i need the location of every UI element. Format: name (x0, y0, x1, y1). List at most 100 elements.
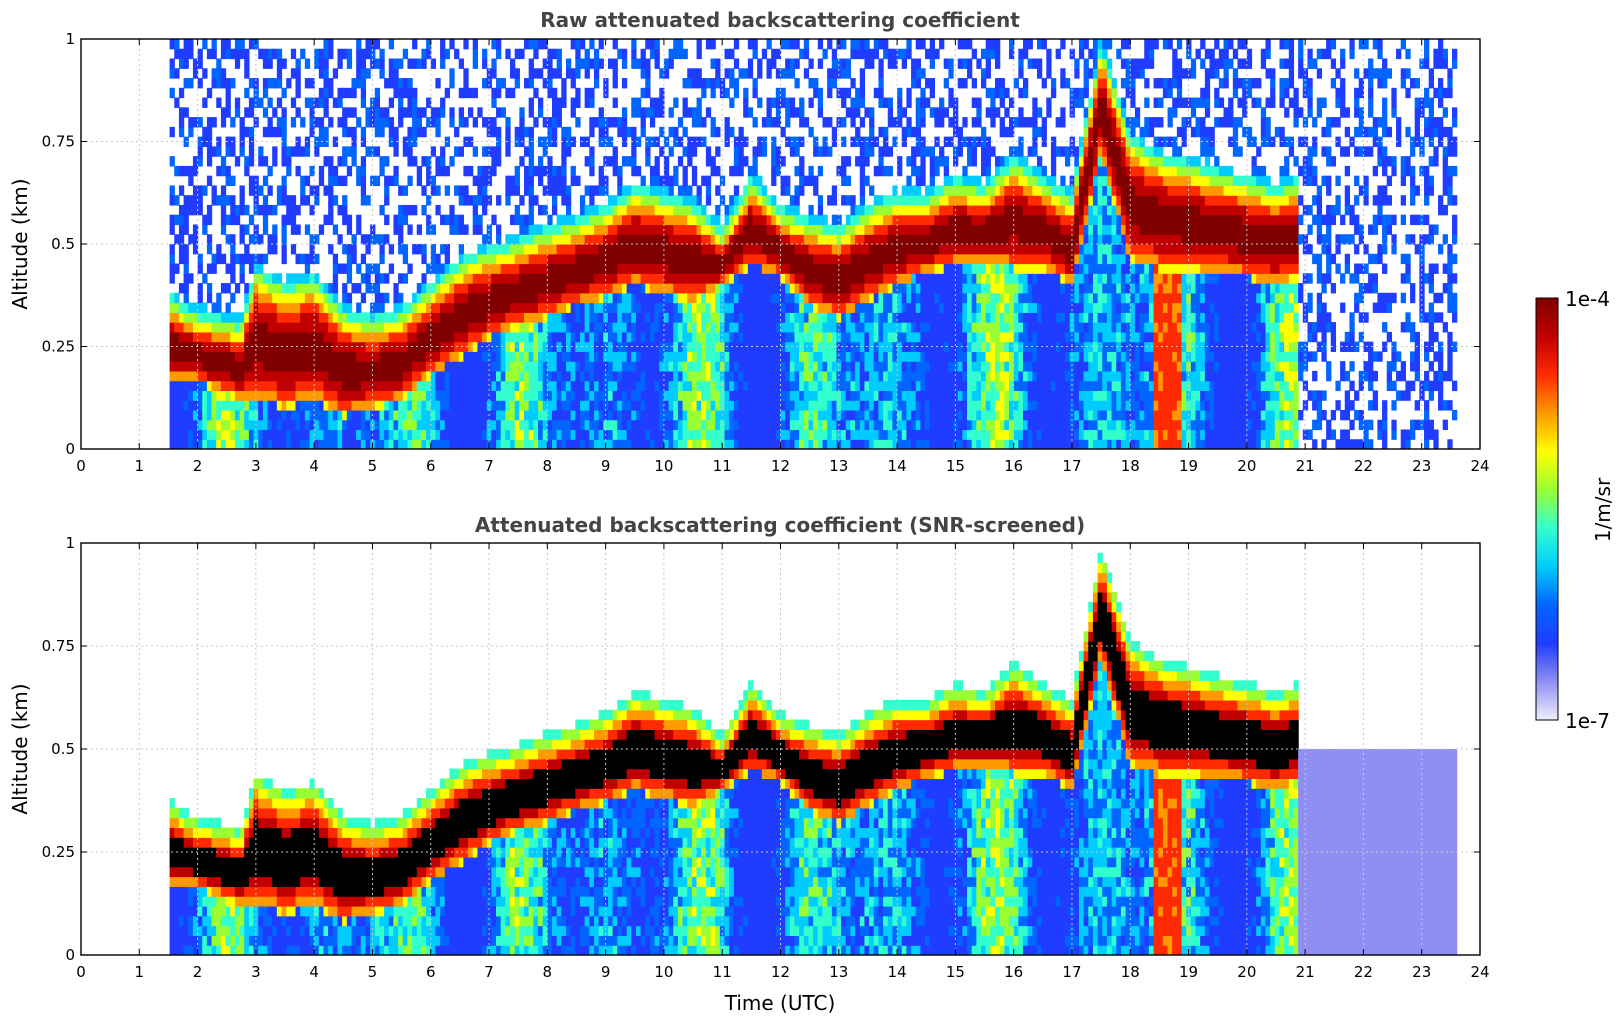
heatmap-cell (384, 390, 390, 401)
heatmap-cell (831, 234, 838, 245)
heatmap-cell (449, 429, 455, 440)
heatmap-cell (607, 322, 614, 333)
heatmap-cell (533, 195, 539, 206)
heatmap-cell (598, 165, 604, 177)
heatmap-cell (593, 361, 600, 372)
heatmap-cell (598, 234, 604, 245)
heatmap-cell (901, 195, 908, 206)
heatmap-cell (663, 273, 670, 284)
heatmap-cell (705, 175, 712, 187)
heatmap-cell (687, 341, 693, 352)
heatmap-cell (262, 361, 269, 372)
heatmap-cell (328, 214, 334, 226)
heatmap-cell (785, 214, 791, 226)
heatmap-cell (808, 214, 814, 226)
heatmap-cell (524, 224, 530, 235)
heatmap-cell (496, 429, 502, 440)
heatmap-cell (901, 253, 908, 265)
heatmap-cell (276, 195, 283, 206)
heatmap-cell (538, 283, 544, 294)
heatmap-cell (202, 39, 208, 50)
heatmap-cell (687, 107, 693, 118)
heatmap-cell (552, 185, 558, 196)
heatmap-cell (449, 409, 455, 421)
heatmap-cell (328, 156, 334, 167)
heatmap-cell (775, 419, 782, 431)
heatmap-cell (421, 204, 427, 216)
heatmap-cell (505, 419, 511, 431)
heatmap-cell (645, 234, 651, 245)
heatmap-cell (538, 244, 544, 255)
heatmap-cell (332, 165, 339, 177)
heatmap-cell (374, 58, 381, 69)
heatmap-cell (565, 185, 572, 196)
heatmap-cell (841, 165, 847, 177)
heatmap-cell (915, 439, 921, 449)
heatmap-cell (911, 361, 917, 372)
heatmap-cell (649, 263, 656, 274)
heatmap-cell (561, 341, 567, 352)
heatmap-cell (631, 48, 637, 60)
heatmap-cell (771, 263, 777, 274)
heatmap-cell (421, 156, 427, 167)
heatmap-cell (729, 214, 735, 226)
heatmap-cell (178, 126, 185, 138)
heatmap-cell (668, 439, 674, 449)
heatmap-cell (211, 146, 217, 157)
heatmap-cell (635, 429, 642, 440)
heatmap-cell (188, 409, 194, 421)
heatmap-cell (668, 312, 674, 323)
heatmap-cell (920, 107, 926, 118)
heatmap-cell (649, 380, 656, 392)
heatmap-cell (906, 204, 912, 216)
heatmap-cell (897, 204, 903, 216)
heatmap-cell (491, 380, 497, 392)
heatmap-cell (524, 361, 530, 372)
heatmap-cell (570, 136, 576, 147)
heatmap-cell (412, 136, 418, 147)
heatmap-cell (598, 214, 604, 226)
heatmap-cell (817, 263, 824, 274)
heatmap-cell (216, 312, 222, 323)
heatmap-cell (603, 292, 609, 304)
heatmap-cell (565, 244, 572, 255)
heatmap-cell (859, 253, 866, 265)
heatmap-cell (705, 283, 712, 294)
heatmap-cell (552, 322, 558, 333)
heatmap-cell (211, 263, 217, 274)
heatmap-cell (831, 224, 838, 235)
heatmap-cell (719, 361, 726, 372)
heatmap-cell (524, 370, 530, 382)
heatmap-cell (864, 234, 870, 245)
heatmap-cell (533, 439, 539, 449)
heatmap-cell (733, 322, 740, 333)
heatmap-cell (841, 156, 847, 167)
heatmap-cell (496, 302, 502, 313)
heatmap-cell (211, 253, 217, 265)
heatmap-cell (789, 400, 796, 411)
heatmap-cell (314, 234, 320, 245)
heatmap-cell (677, 263, 684, 274)
heatmap-cell (729, 244, 735, 255)
heatmap-cell (538, 409, 544, 421)
heatmap-cell (314, 253, 320, 265)
heatmap-cell (192, 390, 199, 401)
heatmap-cell (440, 429, 446, 440)
heatmap-cell (691, 419, 698, 431)
heatmap-cell (230, 78, 236, 89)
heatmap-cell (454, 312, 460, 323)
heatmap-cell (920, 283, 926, 294)
heatmap-cell (584, 380, 590, 392)
heatmap-cell (570, 390, 576, 401)
heatmap-cell (920, 117, 926, 128)
heatmap-cell (785, 39, 791, 50)
heatmap-cell (673, 136, 679, 147)
heatmap-cell (225, 234, 231, 245)
heatmap-cell (584, 429, 590, 440)
heatmap-cell (593, 234, 600, 245)
heatmap-cell (845, 253, 852, 265)
heatmap-cell (654, 175, 660, 187)
heatmap-cell (645, 283, 651, 294)
heatmap-cell (589, 165, 595, 177)
heatmap-cell (230, 146, 236, 157)
